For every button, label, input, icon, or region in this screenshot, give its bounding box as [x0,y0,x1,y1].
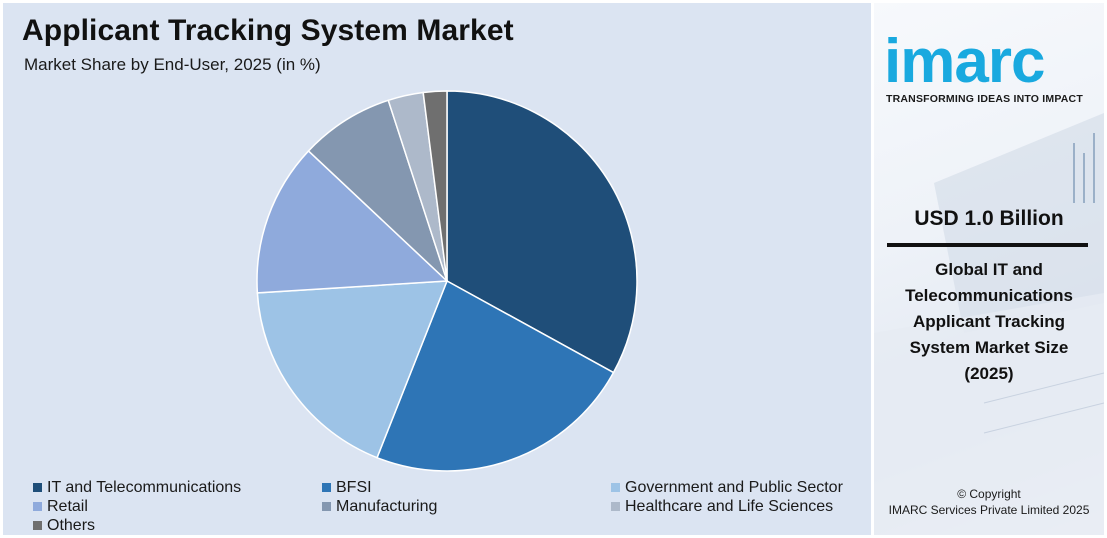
pie-slice-government-and-public-sector [256,280,449,459]
divider [887,243,1088,247]
copyright-line-2: IMARC Services Private Limited 2025 [888,503,1090,517]
copyright: © Copyright IMARC Services Private Limit… [874,486,1104,518]
legend-swatch [322,502,331,511]
legend-label: Manufacturing [336,497,438,515]
pie-slice-retail [256,149,449,294]
logo-tagline: TRANSFORMING IDEAS INTO IMPACT [886,93,1083,105]
legend-swatch [33,483,42,492]
legend-label: Healthcare and Life Sciences [625,497,834,515]
legend-item: BFSI [322,478,372,497]
legend-swatch [322,483,331,492]
pie-slice-it-and-telecommunications [446,90,638,374]
legend-swatch [33,502,42,511]
legend-swatch [33,521,42,530]
chart-legend: IT and Telecommunications BFSI Government … [33,478,873,536]
legend-item: Government and Public Sector [611,478,843,497]
legend-swatch [611,483,620,492]
legend-label: IT and Telecommunications [47,478,242,496]
imarc-logo: imarc [884,27,1045,96]
copyright-line-1: © Copyright [957,487,1021,501]
pie-slice-bfsi [376,279,615,472]
legend-label: Government and Public Sector [625,478,843,496]
chart-title: Applicant Tracking System Market [22,14,514,47]
side-panel: imarc TRANSFORMING IDEAS INTO IMPACT USD… [874,3,1104,535]
pie-chart [256,90,638,472]
chart-subtitle: Market Share by End-User, 2025 (in %) [24,55,321,74]
pie-slice-manufacturing [307,99,448,282]
legend-item: Others [33,516,95,535]
legend-item: Healthcare and Life Sciences [611,497,833,516]
legend-label: BFSI [336,478,372,496]
legend-label: Others [47,516,96,534]
market-size-description: Global IT and Telecommunications Applica… [905,260,1073,383]
legend-label: Retail [47,497,88,515]
legend-item: Manufacturing [322,497,437,516]
background-decoration [874,113,1104,535]
legend-item: Retail [33,497,88,516]
market-size-value: USD 1.0 Billion [914,207,1064,230]
pie-slice-others [422,90,448,282]
legend-item: IT and Telecommunications [33,478,241,497]
legend-swatch [611,502,620,511]
